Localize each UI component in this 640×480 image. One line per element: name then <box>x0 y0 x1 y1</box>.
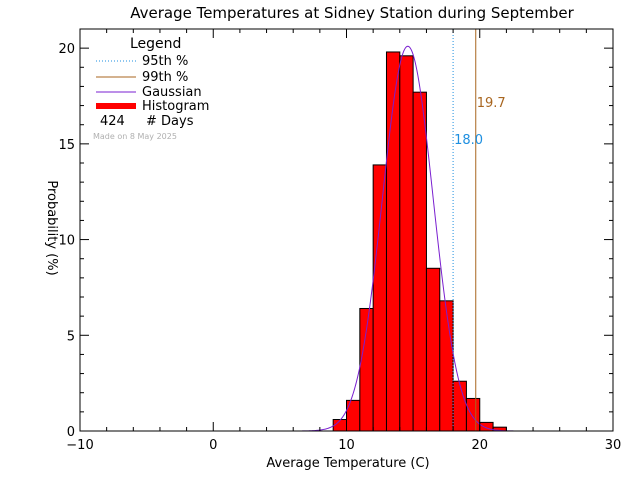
x-tick-label-2: 10 <box>338 438 355 453</box>
legend-title: Legend <box>130 36 181 52</box>
legend-histogram-label: Histogram <box>142 99 209 114</box>
chart-title: Average Temperatures at Sidney Station d… <box>130 4 574 22</box>
y-axis-label: Probability (%) <box>44 180 59 275</box>
histogram-bar-7 <box>425 267 441 432</box>
x-tick-label-4: 30 <box>605 438 622 453</box>
y-tick-label-0: 0 <box>67 425 75 440</box>
y-tick-label-2: 10 <box>58 234 75 249</box>
x-tick-label-1: 0 <box>209 438 217 453</box>
x-axis-label: Average Temperature (C) <box>266 456 429 471</box>
percentile-99-label: 19.7 <box>477 96 506 111</box>
y-tick-label-3: 15 <box>58 138 75 153</box>
histogram-bar-8 <box>439 300 454 432</box>
made-on-note: Made on 8 May 2025 <box>93 132 177 141</box>
histogram-bar-3 <box>372 164 387 432</box>
histogram-bar-9 <box>452 380 467 432</box>
percentile-95-label: 18.0 <box>454 133 483 148</box>
legend-days-count: 424 <box>100 114 125 129</box>
histogram-bar-5 <box>399 55 414 432</box>
legend: Legend 95th % 99th % Gaussian Histogram … <box>93 36 209 141</box>
legend-99-label: 99th % <box>142 70 188 85</box>
y-axis-ticks: 0 5 10 15 20 <box>58 42 613 440</box>
gaussian-curve <box>293 45 520 432</box>
y-tick-label-4: 20 <box>58 42 75 57</box>
x-axis-ticks: −10 0 10 20 30 <box>66 29 621 453</box>
y-tick-label-1: 5 <box>67 329 75 344</box>
legend-days-label: # Days <box>146 114 194 129</box>
legend-95-label: 95th % <box>142 54 188 69</box>
histogram-bar-10 <box>465 397 481 432</box>
histogram-bar-6 <box>412 91 427 432</box>
x-tick-label-0: −10 <box>66 438 93 453</box>
legend-gaussian-label: Gaussian <box>142 85 202 100</box>
x-tick-label-3: 20 <box>471 438 488 453</box>
